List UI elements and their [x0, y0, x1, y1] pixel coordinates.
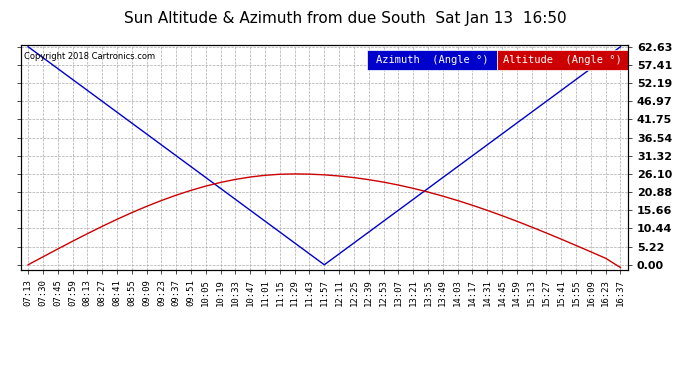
Text: Altitude  (Angle °): Altitude (Angle °)	[503, 55, 622, 64]
Text: Azimuth  (Angle °): Azimuth (Angle °)	[376, 55, 489, 64]
FancyBboxPatch shape	[367, 50, 497, 70]
Text: Copyright 2018 Cartronics.com: Copyright 2018 Cartronics.com	[23, 52, 155, 61]
FancyBboxPatch shape	[497, 50, 628, 70]
Text: Sun Altitude & Azimuth from due South  Sat Jan 13  16:50: Sun Altitude & Azimuth from due South Sa…	[124, 11, 566, 26]
